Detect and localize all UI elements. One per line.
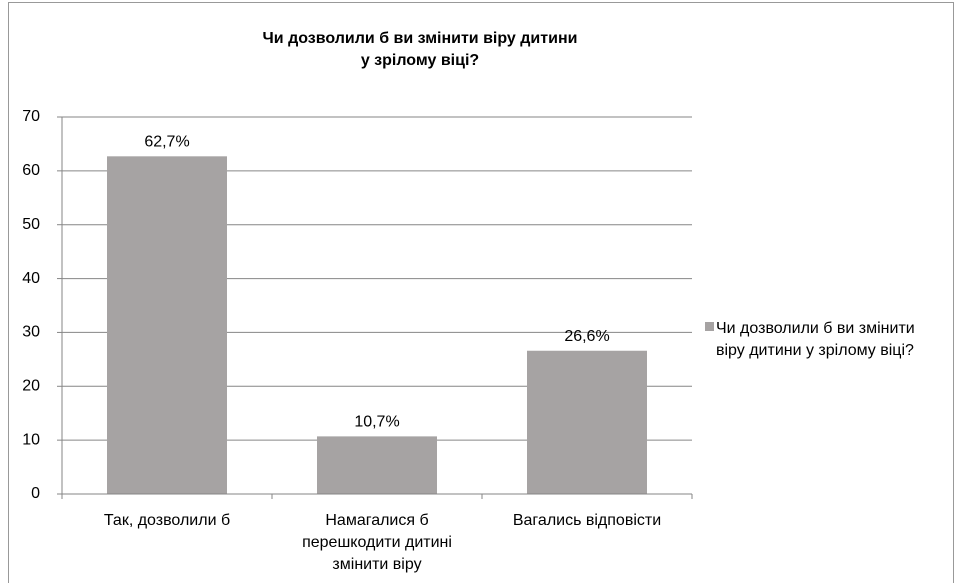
bar [317,436,437,494]
y-tick-label: 0 [31,485,40,502]
y-tick-label: 20 [22,378,40,395]
x-tick-label: Так, дозволили б [103,512,231,529]
data-label: 62,7% [144,134,189,151]
legend-label: Чи дозволили б ви змінити віру дитини у … [716,320,915,359]
x-tick-label: Намагалися б перешкодити дитині змінити … [302,512,452,573]
x-tick-label: Вагались відповісти [512,512,662,529]
y-tick-label: 40 [22,270,40,287]
y-tick-label: 10 [22,431,40,448]
y-tick-label: 50 [22,216,40,233]
chart-border [8,2,954,583]
data-label: 10,7% [354,414,399,431]
chart-title: Чи дозволили б ви змінити віру дитини [263,30,578,47]
bar [107,156,227,494]
legend-swatch [705,322,714,331]
bar [527,350,647,494]
y-tick-label: 30 [22,324,40,341]
chart-title: у зрілому віці? [361,52,479,69]
data-label: 26,6% [564,328,609,345]
y-tick-label: 70 [22,108,40,125]
y-tick-label: 60 [22,162,40,179]
